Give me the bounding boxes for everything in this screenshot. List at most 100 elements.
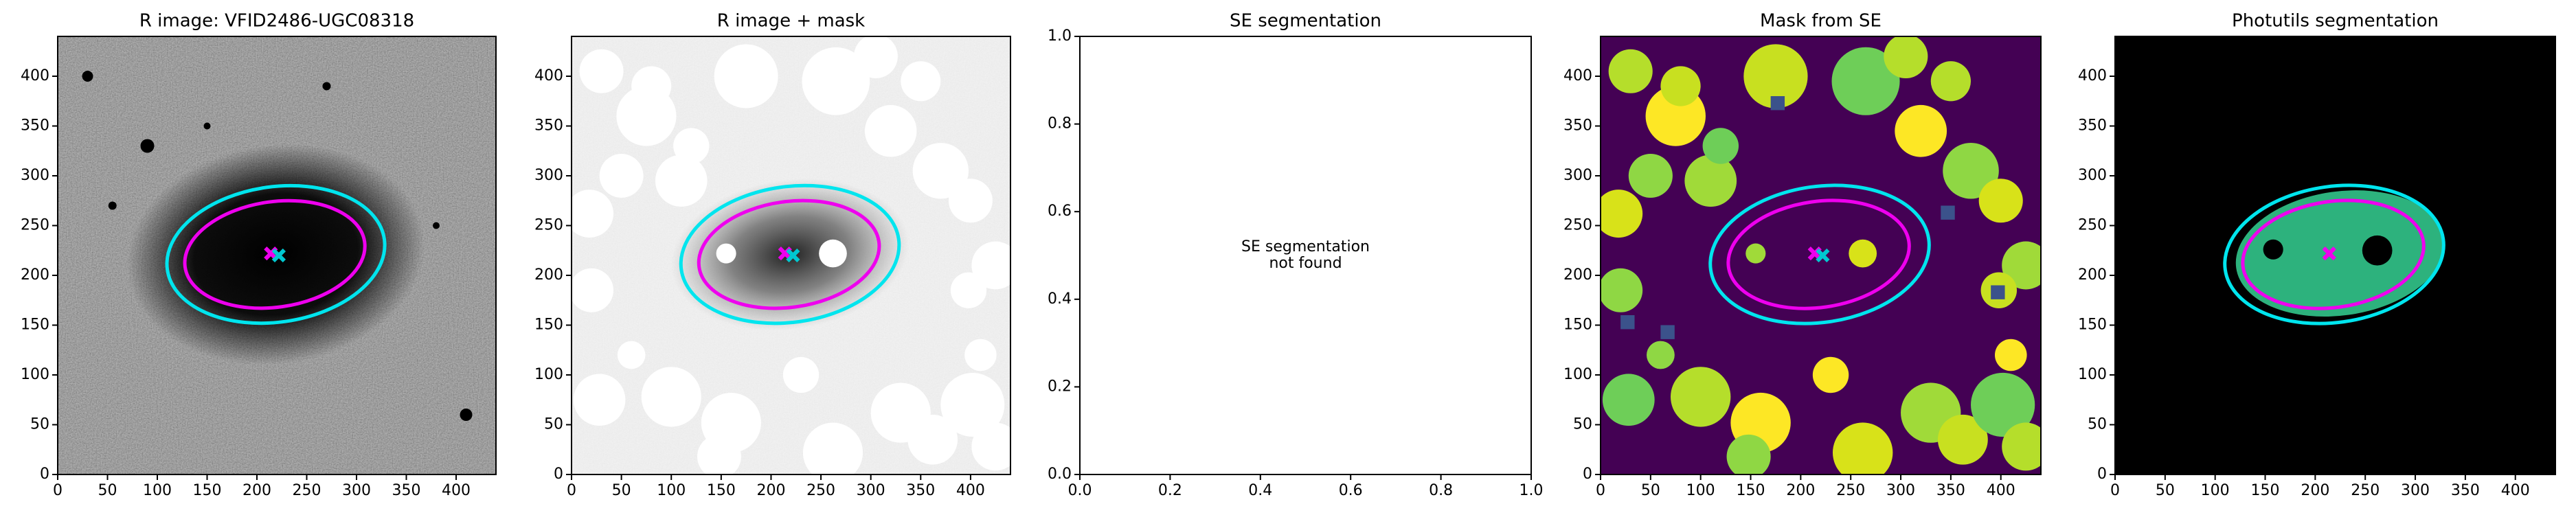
- mask-blob: [1647, 341, 1675, 369]
- x-tick-label: 0.0: [1068, 482, 1092, 499]
- y-tick-label: 50: [1573, 416, 1592, 433]
- y-tick-label: 0.6: [1048, 203, 1072, 220]
- mask-blob: [579, 49, 624, 93]
- x-tick-label: 100: [657, 482, 686, 499]
- y-tick-label: 100: [21, 366, 49, 383]
- mask-blob: [964, 339, 997, 371]
- mask-blob: [971, 241, 1010, 290]
- x-tick-label: 100: [1686, 482, 1715, 499]
- x-tick-label: 250: [293, 482, 321, 499]
- mask-square: [1770, 96, 1785, 111]
- star: [140, 139, 155, 153]
- y-tick-label: 1.0: [1048, 27, 1072, 45]
- x-tick-label: 400: [442, 482, 471, 499]
- mask-blob: [2002, 241, 2041, 290]
- y-tick-label: 250: [534, 217, 563, 234]
- x-tick-label: 350: [2451, 482, 2480, 499]
- aperture-ellipse: [2241, 198, 2426, 310]
- y-tick-label: 300: [21, 167, 49, 184]
- x-tick-label: 0: [53, 482, 63, 499]
- aperture-ellipse: [679, 183, 901, 325]
- mask-blob: [950, 272, 987, 308]
- center-marker: [786, 248, 800, 263]
- star: [203, 122, 211, 130]
- x-tick-label: 0: [1596, 482, 1605, 499]
- x-tick-label: 300: [342, 482, 371, 499]
- annotation-line: SE segmentation: [1241, 238, 1370, 255]
- mask-blob: [1745, 243, 1766, 264]
- y-tick-label: 0: [40, 466, 49, 483]
- x-tick-label: 250: [2351, 482, 2380, 499]
- panel: Photutils segmentation 0 50 100 150 200 250 300…: [2078, 11, 2556, 499]
- x-tick-label: 0.4: [1248, 482, 1272, 499]
- aperture-ellipse: [2223, 183, 2445, 325]
- x-tick-label: 150: [707, 482, 736, 499]
- x-tick-label: 0.2: [1158, 482, 1182, 499]
- mask-blob: [802, 47, 870, 115]
- mask-blob: [1660, 66, 1701, 106]
- x-tick-label: 0.8: [1429, 482, 1453, 499]
- x-tick-label: 50: [2156, 482, 2175, 499]
- y-tick-label: 300: [1563, 167, 1592, 184]
- mask-blob: [1726, 434, 1771, 474]
- x-tick-label: 0: [567, 482, 576, 499]
- mask-blob: [1670, 367, 1731, 427]
- mask-blob: [1743, 44, 1808, 108]
- mask-blob: [1602, 374, 1655, 426]
- y-tick-label: 200: [534, 266, 563, 284]
- mask-blob: [1608, 49, 1653, 93]
- x-tick-label: 350: [392, 482, 421, 499]
- y-tick-label: 350: [21, 117, 49, 135]
- y-tick-label: 50: [544, 416, 563, 433]
- x-tick-label: 250: [1836, 482, 1865, 499]
- mask-blob: [1971, 372, 2035, 437]
- mask-blob: [1628, 153, 1673, 198]
- x-tick-label: 150: [1737, 482, 1765, 499]
- image: [2115, 36, 2555, 474]
- mask-blob: [631, 66, 672, 106]
- aperture-ellipse: [165, 183, 387, 325]
- y-tick-label: 400: [21, 67, 49, 84]
- y-tick-label: 100: [534, 366, 563, 383]
- y-tick-label: 50: [2088, 416, 2107, 433]
- mask-blob: [617, 341, 646, 369]
- mask-blob: [940, 373, 1005, 437]
- mask-blob: [819, 239, 847, 268]
- axes-frame: [1079, 36, 1532, 475]
- x-tick-label: 1.0: [1519, 482, 1544, 499]
- y-tick-label: 400: [2078, 67, 2107, 84]
- x-tick-label: 400: [1987, 482, 2015, 499]
- y-tick-label: 350: [534, 117, 563, 135]
- x-tick-label: 200: [756, 482, 785, 499]
- mask-blob: [1895, 104, 1947, 157]
- axes-frame: [571, 36, 1011, 475]
- mask-blob: [971, 422, 1010, 471]
- y-tick-label: 50: [30, 416, 49, 433]
- hole: [2263, 239, 2283, 260]
- x-tick-label: 250: [806, 482, 835, 499]
- annotation-line: not found: [1269, 255, 1342, 272]
- center-marker: [271, 248, 286, 263]
- x-tick-label: 200: [242, 482, 271, 499]
- y-tick-label: 0: [2097, 466, 2107, 483]
- center-marker: [2322, 246, 2336, 261]
- mask-square: [1941, 205, 1955, 220]
- x-tick-label: 50: [612, 482, 631, 499]
- x-tick-label: 0: [2110, 482, 2120, 499]
- y-tick-label: 250: [21, 217, 49, 234]
- mask-blob: [673, 128, 710, 164]
- x-tick-label: 50: [1641, 482, 1660, 499]
- mask-blob: [599, 154, 644, 198]
- mask-blob: [907, 414, 958, 465]
- y-tick-label: 400: [1563, 67, 1592, 84]
- axes-frame: [2114, 36, 2556, 475]
- mask-blob: [572, 268, 613, 312]
- y-tick-label: 400: [534, 67, 563, 84]
- mask-square: [1660, 325, 1675, 339]
- y-tick-label: 100: [1563, 366, 1592, 383]
- mask-blob: [1930, 61, 1971, 102]
- x-tick-label: 100: [143, 482, 172, 499]
- mask-blob: [1684, 154, 1737, 207]
- y-tick-label: 250: [2078, 217, 2107, 234]
- y-tick-label: 150: [1563, 317, 1592, 334]
